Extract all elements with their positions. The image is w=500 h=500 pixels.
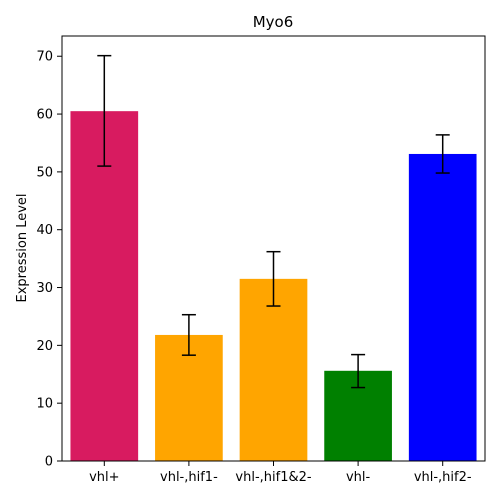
plot-frame (61, 35, 486, 462)
x-tick-label: vhl-,hif2- (414, 470, 472, 485)
x-tick-label: vhl+ (89, 470, 119, 485)
y-tick-label: 40 (36, 223, 53, 238)
x-tick-label: vhl-,hif1- (160, 470, 218, 485)
bar (408, 153, 477, 462)
y-tick-label: 30 (36, 281, 53, 296)
y-tick-label: 60 (36, 108, 53, 123)
y-tick-label: 10 (36, 397, 53, 412)
bar (239, 278, 308, 461)
chart-title: Myo6 (253, 13, 294, 31)
y-tick-label: 0 (45, 455, 53, 470)
bar (155, 334, 223, 461)
plot-area: vhl+ vhl-,hif1- vhl-,hif1&2- vhl-vhl-,hif2-… (36, 35, 486, 485)
y-tick-label: 70 (36, 50, 53, 65)
y-tick-label: 20 (36, 339, 53, 354)
x-tick-label: vhl-,hif1&2- (235, 470, 311, 485)
x-tick-label: vhl- (346, 470, 371, 485)
bar (70, 111, 139, 461)
y-axis-label: Expression Level (15, 193, 30, 302)
y-tick-label: 50 (36, 165, 53, 180)
